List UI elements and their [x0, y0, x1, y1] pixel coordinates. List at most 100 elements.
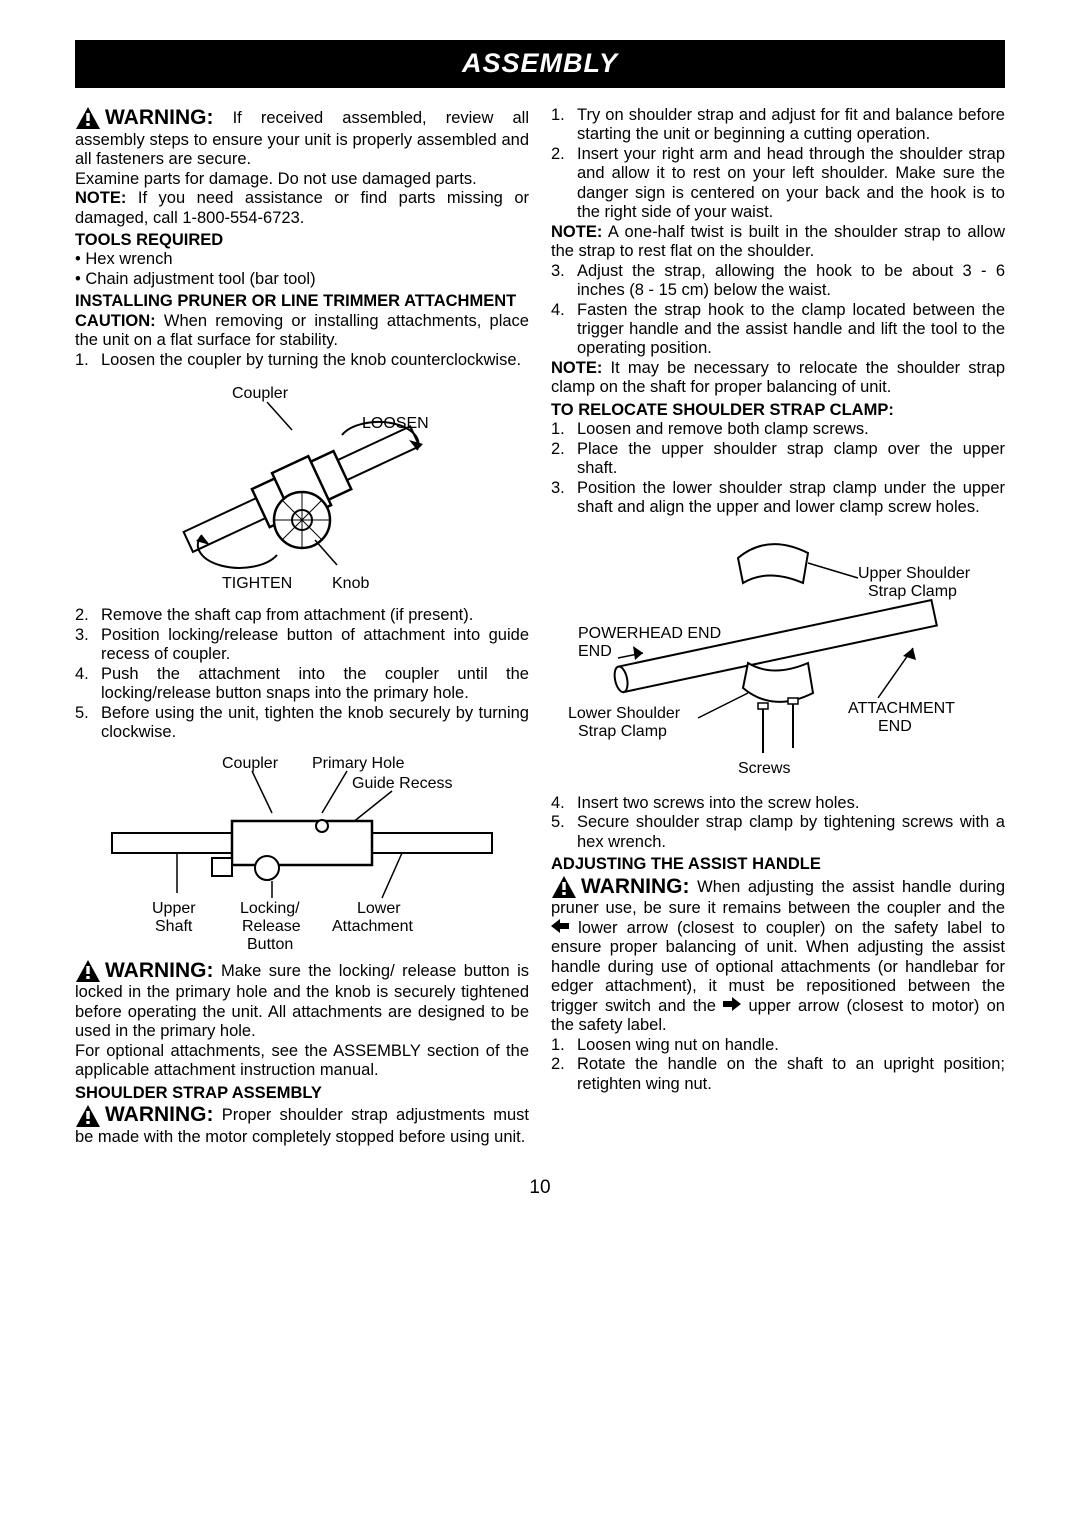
step-text: Fasten the strap hook to the clamp locat… — [577, 301, 1005, 358]
step-item: 2.Rotate the handle on the shaft to an u… — [551, 1055, 1005, 1094]
optional-text: For optional attachments, see the ASSEMB… — [75, 1042, 529, 1081]
step-item: 1.Loosen and remove both clamp screws. — [551, 420, 1005, 439]
assist-steps: 1.Loosen wing nut on handle. 2.Rotate th… — [551, 1036, 1005, 1094]
step-text: Adjust the strap, allowing the hook to b… — [577, 262, 1005, 299]
warning-icon — [551, 875, 577, 899]
step-text: Loosen the coupler by turning the knob c… — [101, 351, 521, 369]
step-item: 3.Position the lower shoulder strap clam… — [551, 479, 1005, 518]
tool-item: Chain adjustment tool (bar tool) — [75, 270, 529, 289]
caution-line: CAUTION: When removing or installing att… — [75, 312, 529, 351]
svg-text:Button: Button — [247, 936, 293, 953]
warning-label: WARNING: — [105, 959, 214, 982]
step-item: 2.Remove the shaft cap from attachment (… — [75, 606, 529, 625]
note-text: If you need assistance or find parts mis… — [75, 189, 529, 226]
step-item: 2.Insert your right arm and head through… — [551, 145, 1005, 223]
page-number: 10 — [75, 1177, 1005, 1199]
assist-heading: ADJUSTING THE ASSIST HANDLE — [551, 855, 1005, 874]
relocate-heading: TO RELOCATE SHOULDER STRAP CLAMP: — [551, 401, 1005, 420]
note-text: It may be necessary to relocate the shou… — [551, 359, 1005, 396]
svg-text:Strap Clamp: Strap Clamp — [868, 583, 957, 600]
left-column: WARNING: If received assembled, review a… — [75, 106, 529, 1147]
d2-upper: Upper — [152, 900, 196, 917]
coupler-diagram-2: Coupler Primary Hole Guide Recess Upper … — [75, 753, 529, 953]
step-item: 3.Position locking/release button of att… — [75, 626, 529, 665]
d2-primary: Primary Hole — [312, 755, 405, 772]
shoulder-heading: SHOULDER STRAP ASSEMBLY — [75, 1084, 529, 1103]
step-text: Position locking/release button of attac… — [101, 626, 529, 663]
step-item: 4.Insert two screws into the screw holes… — [551, 794, 1005, 813]
svg-text:POWERHEAD END: POWERHEAD END — [578, 625, 721, 642]
top-steps-b: 3.Adjust the strap, allowing the hook to… — [551, 262, 1005, 359]
step-text: Push the attachment into the coupler unt… — [101, 665, 529, 702]
right-arrow-icon — [723, 997, 741, 1016]
note-label: NOTE: — [551, 223, 602, 241]
svg-text:Screws: Screws — [738, 760, 790, 777]
d1-coupler-label: Coupler — [232, 385, 289, 402]
install-steps-a: 1.Loosen the coupler by turning the knob… — [75, 351, 529, 370]
svg-text:Upper Shoulder: Upper Shoulder — [858, 565, 971, 582]
left-arrow-icon — [551, 919, 569, 938]
svg-text:ATTACHMENT: ATTACHMENT — [848, 700, 955, 717]
svg-text:Lower Shoulder: Lower Shoulder — [568, 705, 681, 722]
note-text: A one-half twist is built in the shoulde… — [551, 223, 1005, 260]
warning-icon — [75, 106, 101, 130]
step-text: Before using the unit, tighten the knob … — [101, 704, 529, 741]
warning-2: WARNING: Make sure the locking/ release … — [75, 959, 529, 1042]
note-label: NOTE: — [551, 359, 602, 377]
d2-coupler: Coupler — [222, 755, 279, 772]
svg-text:Attachment: Attachment — [332, 918, 413, 935]
note-3: NOTE: It may be necessary to relocate th… — [551, 359, 1005, 398]
warning-label: WARNING: — [581, 875, 690, 898]
warning-icon — [75, 1104, 101, 1128]
d1-tighten-label: TIGHTEN — [222, 575, 292, 592]
step-item: 4.Fasten the strap hook to the clamp loc… — [551, 301, 1005, 359]
note-1: NOTE: If you need assistance or find par… — [75, 189, 529, 228]
coupler-diagram-1: Coupler LOOSEN TIGHTEN — [75, 380, 529, 600]
step-text: Try on shoulder strap and adjust for fit… — [577, 106, 1005, 143]
svg-text:END: END — [578, 643, 612, 660]
step-item: 2.Place the upper shoulder strap clamp o… — [551, 440, 1005, 479]
svg-text:Release: Release — [242, 918, 301, 935]
note-2: NOTE: A one-half twist is built in the s… — [551, 223, 1005, 262]
install-heading: INSTALLING PRUNER OR LINE TRIMMER ATTACH… — [75, 292, 529, 311]
svg-text:END: END — [878, 718, 912, 735]
note-label: NOTE: — [75, 189, 126, 207]
section-header: ASSEMBLY — [75, 40, 1005, 88]
content-columns: WARNING: If received assembled, review a… — [75, 106, 1005, 1147]
step-item: 5.Before using the unit, tighten the kno… — [75, 704, 529, 743]
warning-3: WARNING: Proper shoulder strap adjustmen… — [75, 1103, 529, 1147]
relocate-steps-b: 4.Insert two screws into the screw holes… — [551, 794, 1005, 852]
svg-text:Strap Clamp: Strap Clamp — [578, 723, 667, 740]
svg-text:Locking/: Locking/ — [240, 900, 300, 917]
warning-label: WARNING: — [105, 106, 214, 129]
install-steps-b: 2.Remove the shaft cap from attachment (… — [75, 606, 529, 742]
step-item: 1.Try on shoulder strap and adjust for f… — [551, 106, 1005, 145]
tools-list: Hex wrench Chain adjustment tool (bar to… — [75, 250, 529, 289]
d1-loosen-label: LOOSEN — [362, 415, 429, 432]
step-item: 3.Adjust the strap, allowing the hook to… — [551, 262, 1005, 301]
tool-item: Hex wrench — [75, 250, 529, 269]
step-text: Position the lower shoulder strap clamp … — [577, 479, 1005, 516]
warning-4: WARNING: When adjusting the assist handl… — [551, 875, 1005, 1036]
step-text: Loosen and remove both clamp screws. — [577, 420, 869, 438]
step-item: 5.Secure shoulder strap clamp by tighten… — [551, 813, 1005, 852]
warning-label: WARNING: — [105, 1103, 214, 1126]
svg-text:Lower: Lower — [357, 900, 401, 917]
examine-text: Examine parts for damage. Do not use dam… — [75, 170, 529, 189]
step-item: 1.Loosen the coupler by turning the knob… — [75, 351, 529, 370]
step-text: Place the upper shoulder strap clamp ove… — [577, 440, 1005, 477]
d2-guide: Guide Recess — [352, 775, 453, 792]
caution-label: CAUTION: — [75, 312, 156, 330]
d1-knob-label: Knob — [332, 575, 369, 592]
svg-text:Shaft: Shaft — [155, 918, 193, 935]
step-text: Secure shoulder strap clamp by tightenin… — [577, 813, 1005, 850]
tools-heading: TOOLS REQUIRED — [75, 231, 529, 250]
step-text: Remove the shaft cap from attachment (if… — [101, 606, 473, 624]
warning-icon — [75, 959, 101, 983]
step-text: Insert two screws into the screw holes. — [577, 794, 859, 812]
step-item: 4.Push the attachment into the coupler u… — [75, 665, 529, 704]
clamp-diagram: Upper Shoulder Strap Clamp POWERHEAD END… — [551, 528, 1005, 788]
step-item: 1.Loosen wing nut on handle. — [551, 1036, 1005, 1055]
warning-1: WARNING: If received assembled, review a… — [75, 106, 529, 170]
step-text: Loosen wing nut on handle. — [577, 1036, 779, 1054]
